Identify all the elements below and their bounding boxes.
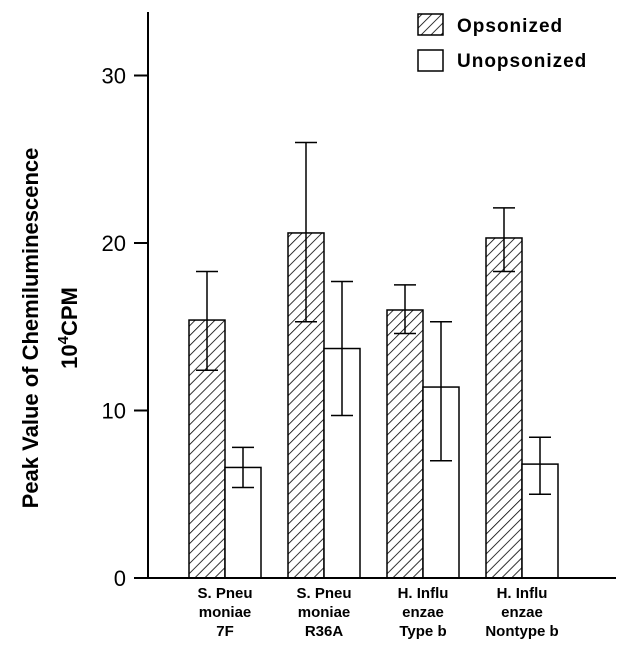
y-ticks: 0 10 20 30 — [102, 64, 148, 591]
y-axis-units-exponent: 4 — [55, 335, 72, 344]
y-tick-label: 10 — [102, 399, 126, 424]
legend-label-opsonized: Opsonized — [457, 16, 563, 37]
category-label: S. Pneu — [197, 585, 252, 602]
category-label: 7F — [216, 623, 234, 640]
category-label: enzae — [501, 604, 543, 621]
legend-swatch-opsonized — [417, 13, 444, 36]
legend: Opsonized Unopsonized — [417, 13, 587, 72]
category-label: enzae — [402, 604, 444, 621]
category-label: Nontype b — [485, 623, 558, 640]
legend-swatch-unopsonized — [417, 49, 444, 72]
category-label: H. Influ — [497, 585, 548, 602]
category-label: moniae — [199, 604, 252, 621]
category-label: H. Influ — [398, 585, 449, 602]
error-bars — [196, 141, 551, 495]
bar-opsonized-3 — [485, 237, 523, 579]
category-label: Type b — [399, 623, 446, 640]
y-axis-label: Peak Value of Chemiluminescence — [18, 148, 43, 509]
legend-label-unopsonized: Unopsonized — [457, 51, 587, 72]
category-labels: S. Pneu moniae 7F S. Pneu moniae R36A H. Influ… — [197, 585, 558, 640]
bar-opsonized-2 — [386, 309, 424, 579]
y-tick-label: 20 — [102, 231, 126, 256]
y-axis-units: 104CPM — [55, 287, 82, 369]
category-label: R36A — [305, 623, 344, 640]
category-label: moniae — [298, 604, 351, 621]
bars — [148, 232, 616, 579]
y-tick-label: 0 — [114, 566, 126, 591]
category-label: S. Pneu — [296, 585, 351, 602]
y-tick-label: 30 — [102, 64, 126, 89]
